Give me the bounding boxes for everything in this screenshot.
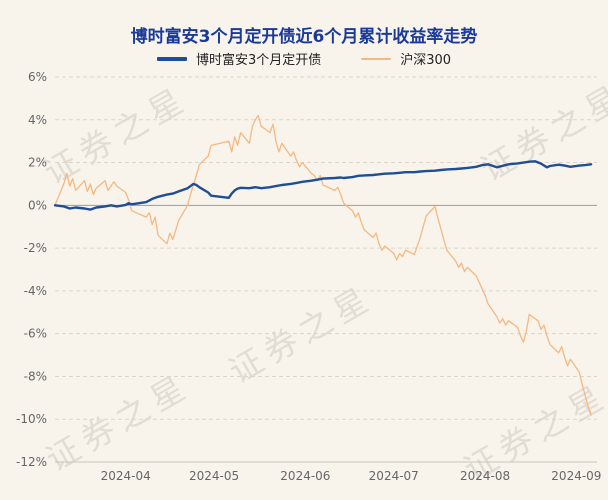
legend-item-fund[interactable]: 博时富安3个月定开债 (156, 49, 322, 68)
chart-title: 博时富安3个月定开债近6个月累计收益率走势 (130, 27, 478, 48)
svg-text:6%: 6% (28, 70, 47, 84)
svg-text:-6%: -6% (24, 327, 47, 341)
svg-text:-4%: -4% (24, 284, 47, 298)
svg-text:4%: 4% (28, 113, 47, 127)
svg-text:2024-04: 2024-04 (101, 469, 151, 483)
legend-item-csi300[interactable]: 沪深300 (361, 49, 451, 68)
chart-legend: 博时富安3个月定开债 沪深300 (0, 49, 608, 68)
svg-text:0%: 0% (28, 198, 47, 212)
svg-text:-12%: -12% (16, 455, 47, 469)
svg-text:2024-07: 2024-07 (369, 469, 419, 483)
legend-label-csi300: 沪深300 (400, 53, 452, 68)
svg-text:2024-05: 2024-05 (189, 469, 239, 483)
svg-text:2%: 2% (28, 156, 47, 170)
svg-text:2024-06: 2024-06 (280, 469, 330, 483)
svg-text:-8%: -8% (24, 369, 47, 383)
svg-text:2024-09: 2024-09 (551, 469, 601, 483)
svg-text:-10%: -10% (16, 412, 47, 426)
svg-text:-2%: -2% (24, 241, 47, 255)
fund-line-swatch (156, 56, 187, 61)
csi300-line-swatch (361, 57, 392, 60)
legend-label-fund: 博时富安3个月定开债 (195, 53, 322, 68)
svg-text:2024-08: 2024-08 (460, 469, 510, 483)
